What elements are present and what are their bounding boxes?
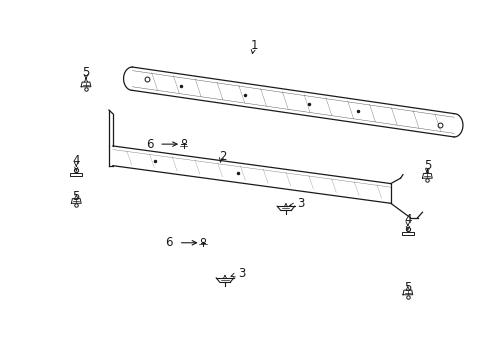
Text: 3: 3 — [296, 197, 304, 210]
Text: 2: 2 — [218, 150, 226, 163]
Text: 4: 4 — [403, 213, 411, 226]
Text: 5: 5 — [404, 281, 411, 294]
Text: 1: 1 — [250, 39, 258, 52]
Text: 6: 6 — [145, 138, 153, 150]
Text: 4: 4 — [72, 154, 80, 167]
Text: 5: 5 — [82, 66, 89, 79]
Text: 5: 5 — [72, 190, 80, 203]
Text: 6: 6 — [165, 236, 172, 249]
Text: 3: 3 — [238, 267, 245, 280]
Text: 5: 5 — [423, 159, 430, 172]
